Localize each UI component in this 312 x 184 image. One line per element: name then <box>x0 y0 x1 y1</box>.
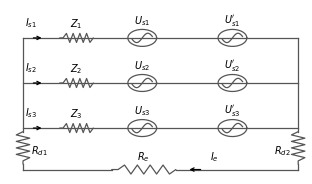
Text: $R_e$: $R_e$ <box>138 150 150 164</box>
Text: $U_{s1}$: $U_{s1}$ <box>134 14 150 28</box>
Text: $Z_3$: $Z_3$ <box>70 107 83 121</box>
Text: $I_e$: $I_e$ <box>210 150 219 164</box>
Text: $U_{s1}'$: $U_{s1}'$ <box>224 13 241 28</box>
Text: $U_{s2}'$: $U_{s2}'$ <box>224 58 241 73</box>
Text: $I_{s2}$: $I_{s2}$ <box>25 61 37 75</box>
Text: $R_{d1}$: $R_{d1}$ <box>31 145 47 158</box>
Text: $Z_2$: $Z_2$ <box>70 62 83 76</box>
Text: $I_{s3}$: $I_{s3}$ <box>25 106 37 120</box>
Text: $U_{s3}'$: $U_{s3}'$ <box>224 103 241 118</box>
Text: $U_{s3}$: $U_{s3}$ <box>134 104 150 118</box>
Text: $U_{s2}$: $U_{s2}$ <box>134 59 150 73</box>
Text: $I_{s1}$: $I_{s1}$ <box>25 16 37 30</box>
Text: $Z_1$: $Z_1$ <box>70 17 83 31</box>
Text: $R_{d2}$: $R_{d2}$ <box>274 145 290 158</box>
